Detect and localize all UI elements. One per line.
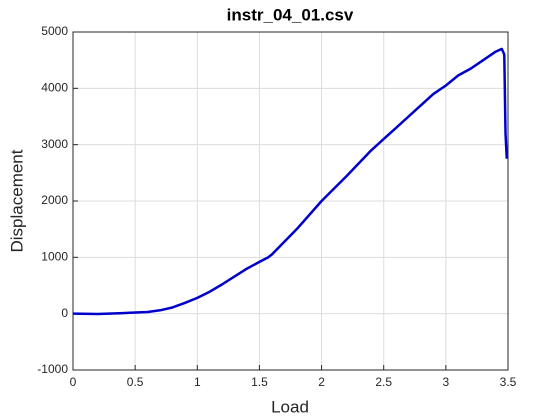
x-tick-label: 2.5 [375,375,392,389]
y-tick-label: 1000 [41,250,68,264]
data-line [72,47,509,316]
axes-box [72,31,509,371]
y-tick-label: 3000 [41,137,68,151]
y-tick-label: 4000 [41,81,68,95]
y-tick-label: 2000 [41,193,68,207]
x-tick-label: 3 [443,375,450,389]
chart-title: instr_04_01.csv [227,5,354,24]
x-tick-label: 2 [318,375,325,389]
x-tick-label: 0 [70,375,77,389]
x-tick-label: 0.5 [127,375,144,389]
y-tick-label: 0 [61,306,68,320]
x-tick-label: 3.5 [500,375,517,389]
y-axis-label: Displacement [7,149,26,252]
y-tick-label: 5000 [41,24,68,38]
x-axis-label: Load [271,397,309,416]
y-tick-label: -1000 [37,362,68,376]
x-tick-label: 1 [194,375,201,389]
x-tick-label: 1.5 [251,375,268,389]
